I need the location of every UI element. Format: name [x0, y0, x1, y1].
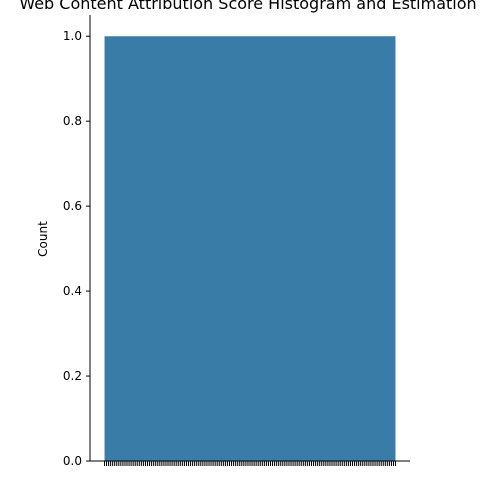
- y-tick-label-1: 0.2: [63, 369, 82, 383]
- chart-title: Web Content Attribution Score Histogram …: [19, 0, 476, 13]
- y-axis-ticks: 0.0 0.2 0.4 0.6 0.8 1.0: [63, 29, 90, 468]
- y-tick-label-2: 0.4: [63, 284, 82, 298]
- y-axis-label: Count: [36, 221, 50, 257]
- y-tick-label-0: 0.0: [63, 454, 82, 468]
- x-axis-ticks: [105, 461, 396, 466]
- bars-group: [105, 36, 396, 461]
- y-tick-label-4: 0.8: [63, 114, 82, 128]
- y-tick-label-5: 1.0: [63, 29, 82, 43]
- y-tick-label-3: 0.6: [63, 199, 82, 213]
- histogram-bar-0: [105, 36, 396, 461]
